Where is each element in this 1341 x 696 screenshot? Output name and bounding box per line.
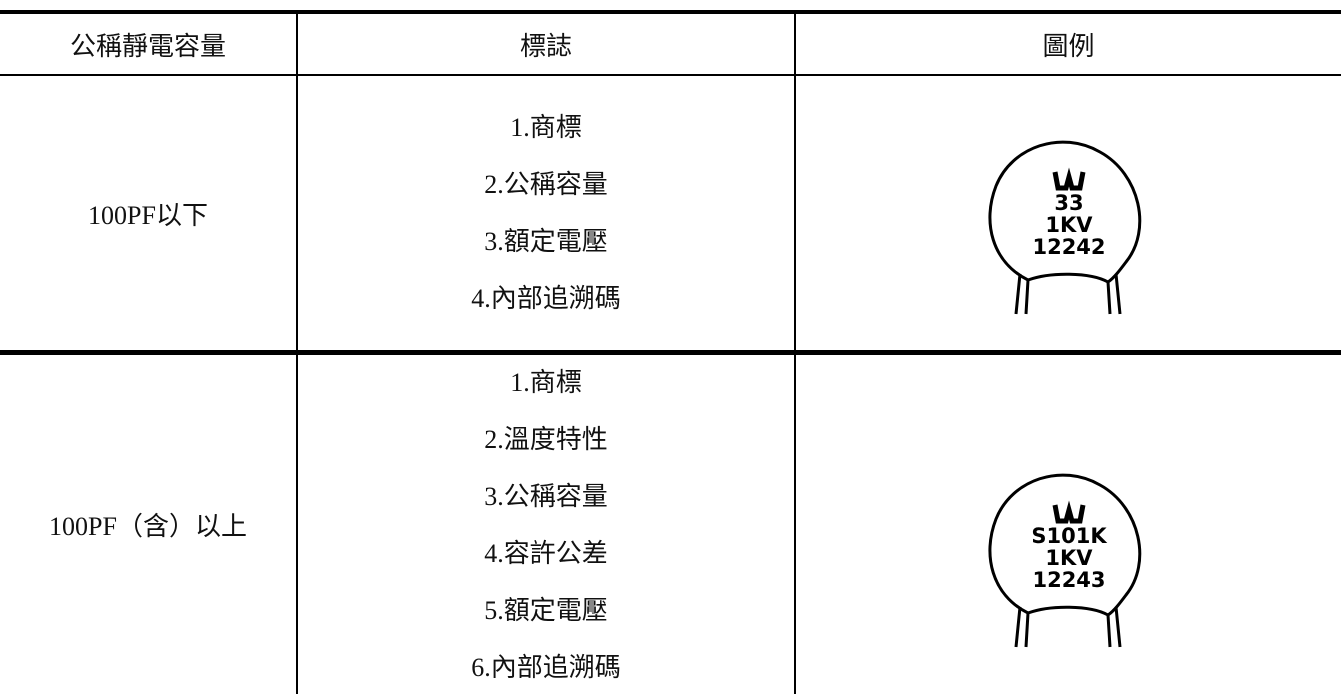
marking-line: 2.溫度特性 (484, 424, 608, 454)
top-rule (0, 10, 1341, 14)
marking-line: 1.商標 (510, 113, 582, 142)
marking-line: 4.容許公差 (484, 538, 608, 568)
markings-cell: 1.商標 2.公稱容量 3.額定電壓 4.內部追溯碼 (298, 76, 794, 350)
marking-print: 1KV (1045, 213, 1093, 237)
marking-print: 12242 (1032, 235, 1105, 259)
marking-line: 2.公稱容量 (484, 170, 608, 199)
marking-print: 33 (1054, 191, 1083, 215)
capacitor-leads (1014, 606, 1122, 648)
brand-logo (1052, 500, 1086, 524)
marking-line: 3.公稱容量 (484, 481, 608, 511)
header-cell: 圖例 (796, 14, 1341, 74)
capacitor-body (988, 473, 1142, 617)
marking-print: S101K (1031, 524, 1107, 548)
row-rule (0, 350, 1341, 355)
capacitance-cell: 100PF（含）以上 (0, 355, 296, 694)
marking-line: 5.額定電壓 (484, 595, 608, 625)
marking-line: 3.額定電壓 (484, 227, 608, 256)
column-rule (296, 10, 298, 694)
header-text: 公稱靜電容量 (69, 31, 226, 61)
marking-line: 1.商標 (510, 367, 582, 397)
header-cell: 公稱靜電容量 (0, 14, 296, 74)
capacitor-body (988, 140, 1142, 284)
marking-line: 6.內部追溯碼 (471, 652, 621, 682)
header-text: 標誌 (519, 31, 572, 61)
column-rule (794, 10, 796, 694)
marking-line: 4.內部追溯碼 (471, 284, 621, 313)
capacitance-text: 100PF以下 (88, 200, 208, 230)
header-rule (0, 74, 1341, 76)
capacitor-leads (1014, 273, 1122, 315)
capacitance-text: 100PF（含）以上 (49, 512, 247, 541)
header-cell: 標誌 (298, 14, 794, 74)
brand-logo (1052, 167, 1086, 191)
markings-cell: 1.商標 2.溫度特性 3.公稱容量 4.容許公差 5.額定電壓 6.內部追溯碼 (298, 355, 794, 694)
marking-print: 1KV (1045, 546, 1093, 570)
capacitance-cell: 100PF以下 (0, 76, 296, 350)
marking-print: 12243 (1032, 568, 1105, 592)
header-text: 圖例 (1042, 31, 1095, 61)
